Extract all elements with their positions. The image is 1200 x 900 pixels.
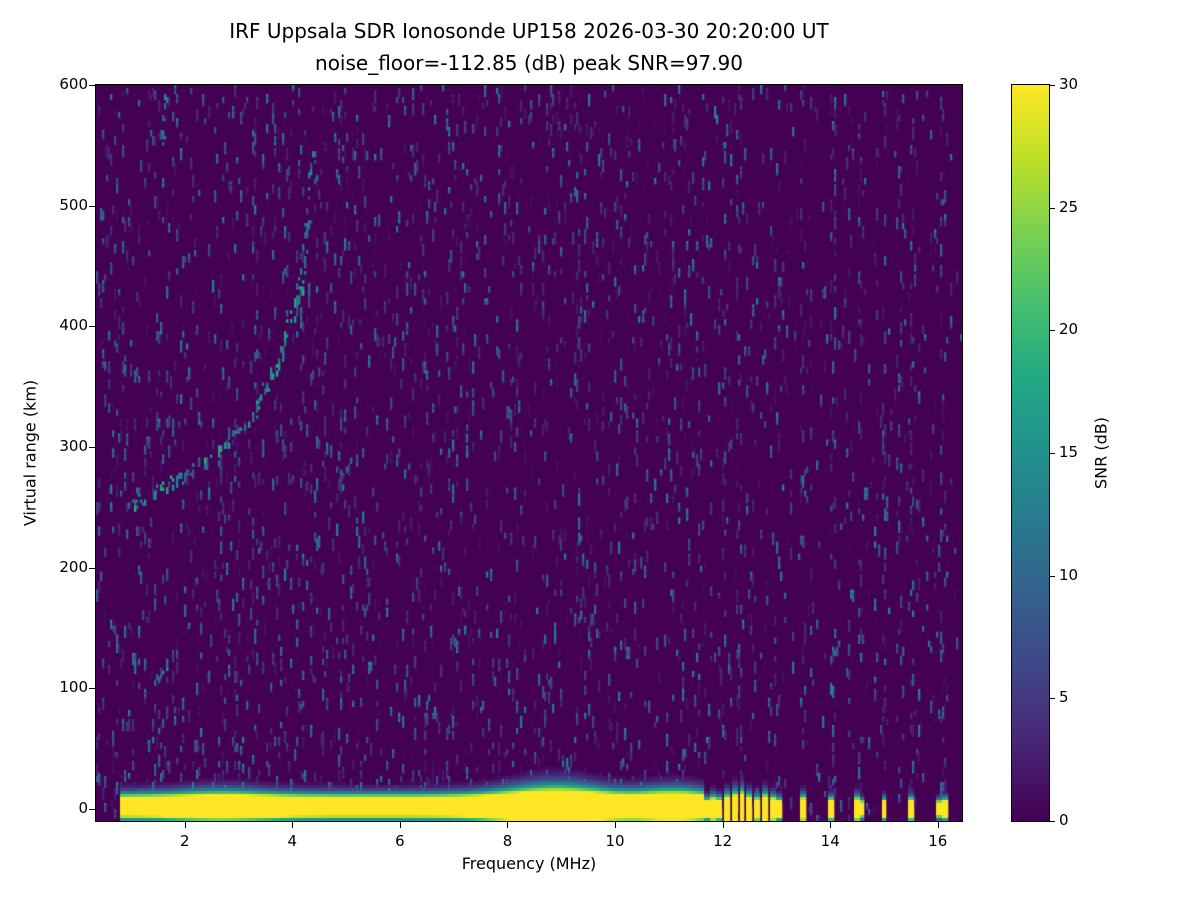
y-axis-label: Virtual range (km)	[20, 379, 40, 527]
y-tick-mark	[89, 205, 95, 207]
x-axis-label: Frequency (MHz)	[461, 854, 597, 873]
colorbar-tick-label: 5	[1059, 688, 1069, 707]
x-tick-label: 16	[928, 832, 948, 850]
y-tick-mark	[89, 688, 95, 690]
colorbar-tick-label: 20	[1059, 320, 1079, 339]
colorbar-tick-label: 10	[1059, 565, 1079, 584]
y-tick-mark	[89, 326, 95, 328]
colorbar	[1011, 84, 1050, 822]
x-tick-label: 8	[502, 832, 513, 850]
ionogram-heatmap	[96, 85, 962, 821]
y-tick-label: 200	[59, 557, 88, 576]
x-tick-label: 14	[820, 832, 840, 850]
x-tick-mark	[292, 822, 294, 828]
colorbar-tick-mark	[1050, 698, 1055, 700]
colorbar-tick-label: 0	[1059, 811, 1069, 829]
colorbar-tick-label: 25	[1059, 197, 1079, 216]
y-tick-label: 600	[59, 75, 88, 93]
x-tick-mark	[937, 822, 939, 828]
colorbar-tick-mark	[1050, 575, 1055, 577]
y-tick-label: 400	[59, 316, 88, 335]
colorbar-label: SNR (dB)	[1091, 417, 1111, 489]
x-tick-mark	[507, 822, 509, 828]
y-tick-label: 0	[78, 798, 88, 817]
x-tick-label: 6	[395, 832, 405, 850]
y-tick-label: 100	[59, 678, 88, 697]
colorbar-tick-mark	[1050, 330, 1055, 332]
x-tick-mark	[830, 822, 832, 828]
y-tick-label: 500	[59, 195, 88, 214]
colorbar-tick-mark	[1050, 207, 1055, 209]
chart-title-block: IRF Uppsala SDR Ionosonde UP158 2026-03-…	[96, 15, 962, 79]
colorbar-gradient	[1012, 85, 1049, 821]
x-tick-mark	[722, 822, 724, 828]
x-tick-mark	[399, 822, 401, 828]
x-tick-label: 10	[605, 832, 625, 850]
x-tick-label: 12	[713, 832, 733, 850]
y-tick-mark	[89, 85, 95, 86]
colorbar-tick-mark	[1050, 85, 1055, 86]
colorbar-tick-label: 30	[1059, 75, 1079, 93]
colorbar-tick-label: 15	[1059, 443, 1079, 461]
y-tick-mark	[89, 446, 95, 448]
x-tick-label: 2	[179, 832, 190, 850]
x-tick-label: 4	[287, 832, 298, 850]
colorbar-tick-mark	[1050, 453, 1055, 454]
x-tick-mark	[184, 822, 186, 828]
y-tick-mark	[89, 808, 95, 810]
y-tick-label: 300	[59, 436, 88, 455]
colorbar-tick-mark	[1050, 821, 1055, 822]
x-tick-mark	[615, 822, 617, 828]
chart-title: IRF Uppsala SDR Ionosonde UP158 2026-03-…	[229, 19, 829, 43]
plot-area	[95, 84, 963, 822]
y-tick-mark	[89, 567, 95, 569]
chart-subtitle: noise_floor=-112.85 (dB) peak SNR=97.90	[315, 51, 743, 75]
